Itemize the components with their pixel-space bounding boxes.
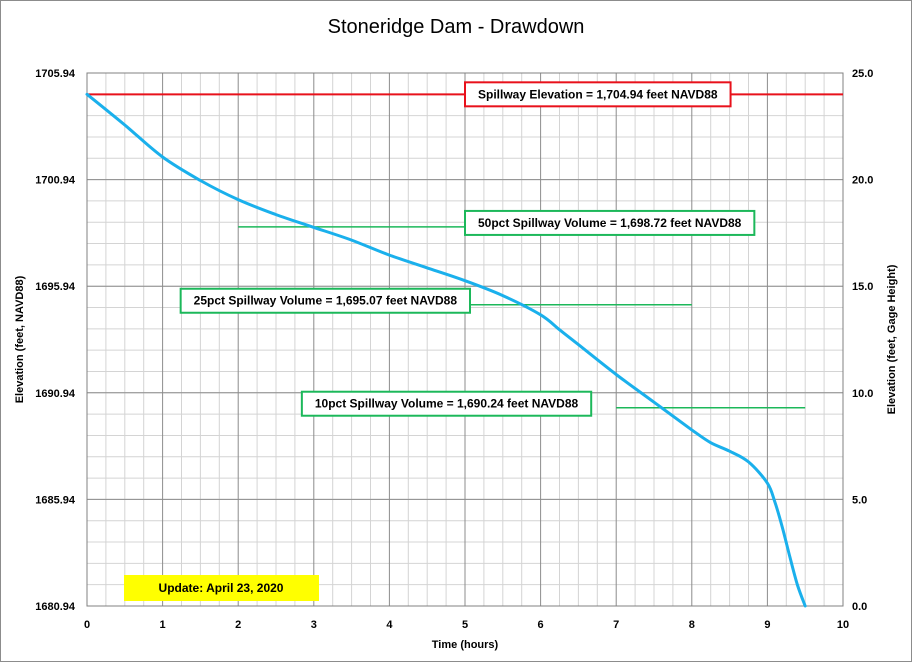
- reference-label-text: 25pct Spillway Volume = 1,695.07 feet NA…: [194, 294, 458, 308]
- major-gridlines: [87, 73, 843, 606]
- x-tick-label: 7: [613, 619, 619, 631]
- x-tick-label: 2: [235, 619, 241, 631]
- reference-label-text: Spillway Elevation = 1,704.94 feet NAVD8…: [478, 87, 718, 101]
- reference-label-box: [300, 390, 593, 417]
- reference-label-box: [464, 209, 756, 236]
- y-tick-label-right: 15.0: [852, 281, 873, 293]
- plot-area-border: [86, 72, 844, 607]
- chart-title: Stoneridge Dam - Drawdown: [328, 16, 585, 38]
- series-line-elevation: [85, 92, 807, 608]
- x-tick-label: 5: [462, 619, 468, 631]
- update-annotation-text: Update: April 23, 2020: [159, 581, 284, 595]
- update-annotation: Update: April 23, 2020: [124, 575, 319, 601]
- reference-labels: Spillway Elevation = 1,704.94 feet NAVD8…: [179, 81, 756, 417]
- update-annotation-background: [124, 575, 319, 601]
- x-tick-label: 9: [764, 619, 770, 631]
- x-axis-label: Time (hours): [432, 639, 499, 651]
- x-tick-label: 6: [538, 619, 544, 631]
- y-tick-label-left: 1690.94: [35, 388, 76, 400]
- reference-label-text: 50pct Spillway Volume = 1,698.72 feet NA…: [478, 216, 742, 230]
- y-tick-label-right: 20.0: [852, 175, 873, 187]
- x-tick-label: 1: [160, 619, 166, 631]
- reference-label-box: [179, 287, 471, 314]
- y-tick-label-right: 0.0: [852, 601, 867, 613]
- x-tick-label: 4: [386, 619, 393, 631]
- reference-label-box: [464, 81, 732, 108]
- x-tick-label: 8: [689, 619, 695, 631]
- reference-label-text: 10pct Spillway Volume = 1,690.24 feet NA…: [315, 397, 579, 411]
- y-tick-label-left: 1700.94: [35, 175, 76, 187]
- tick-labels: 0 1 2 3 4 5 6 7 8 9 10 1680.94 1685.94 1690.94 1695.94…: [35, 68, 873, 631]
- y-tick-label-right: 10.0: [852, 388, 873, 400]
- y-tick-label-left: 1680.94: [35, 601, 76, 613]
- y-tick-label-left: 1705.94: [35, 68, 76, 80]
- x-tick-label: 3: [311, 619, 317, 631]
- y-axis-label-right: Elevation (feet, Gage Height): [886, 264, 898, 414]
- x-tick-label: 10: [837, 619, 849, 631]
- x-tick-label: 0: [84, 619, 90, 631]
- y-tick-label-right: 25.0: [852, 68, 873, 80]
- y-tick-label-left: 1685.94: [35, 494, 76, 506]
- y-tick-label-left: 1695.94: [35, 281, 76, 293]
- y-axis-label-left: Elevation (feet, NAVD88): [14, 275, 26, 403]
- y-tick-label-right: 5.0: [852, 494, 867, 506]
